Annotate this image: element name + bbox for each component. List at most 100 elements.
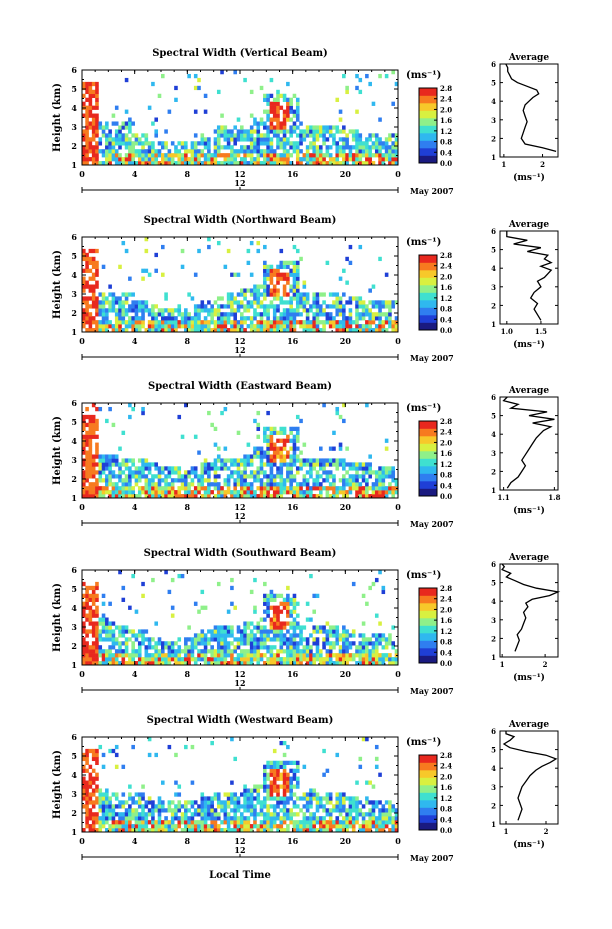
colorbar-swatch xyxy=(419,270,437,278)
heatmap-cell xyxy=(85,308,89,313)
heatmap-cell xyxy=(338,478,343,483)
heatmap-cell xyxy=(180,434,185,439)
heatmap-cell xyxy=(213,637,218,642)
heatmap-cell xyxy=(302,494,307,499)
heatmap-cell xyxy=(82,157,86,162)
heatmap-cell xyxy=(88,125,93,130)
heatmap-cell xyxy=(223,458,228,463)
heatmap-cell xyxy=(200,649,205,654)
heatmap-cell xyxy=(365,328,369,333)
heatmap-cell xyxy=(282,161,287,166)
heatmap-cell xyxy=(91,414,96,420)
heatmap-cell xyxy=(371,804,376,809)
heatmap-cell xyxy=(272,490,277,495)
heatmap-cell xyxy=(243,157,247,162)
heatmap-cell xyxy=(299,121,303,126)
heatmap-cell xyxy=(124,320,129,325)
heatmap-cell xyxy=(319,292,323,297)
heatmap-cell xyxy=(365,490,369,495)
heatmap-cell xyxy=(108,629,112,634)
heatmap-cell xyxy=(266,645,270,650)
heatmap-cell xyxy=(358,462,363,467)
heatmap-cell xyxy=(85,117,89,122)
heatmap-cell xyxy=(295,248,300,254)
heatmap-cell xyxy=(249,328,254,333)
heatmap-cell xyxy=(108,816,112,821)
heatmap-cell xyxy=(85,296,89,301)
heatmap-cell xyxy=(279,649,284,654)
heatmap-cell xyxy=(157,637,162,642)
heatmap-cell xyxy=(361,300,366,305)
heatmap-cell xyxy=(374,486,379,491)
heatmap-cell xyxy=(131,458,135,463)
heatmap-cell xyxy=(128,403,132,408)
heatmap-cell xyxy=(381,324,386,329)
heatmap-cell xyxy=(322,137,326,142)
heatmap-cell xyxy=(253,625,257,630)
heatmap-cell xyxy=(338,296,343,301)
heatmap-cell xyxy=(282,780,287,785)
heatmap-cell xyxy=(82,308,86,313)
heatmap-cell xyxy=(197,653,201,658)
heatmap-cell xyxy=(108,657,112,662)
heatmap-cell xyxy=(365,812,369,817)
heatmap-cell xyxy=(226,157,231,162)
heatmap-cell xyxy=(108,633,112,638)
heatmap-cell xyxy=(384,157,389,162)
heatmap-cell xyxy=(388,145,392,150)
heatmap-cell xyxy=(167,824,172,829)
heatmap-cell xyxy=(286,653,290,658)
heatmap-cell xyxy=(151,816,155,821)
heatmap-cell xyxy=(384,657,389,662)
heatmap-cell xyxy=(118,800,122,805)
heatmap-cell xyxy=(263,812,267,817)
avg-y-tick-label: 3 xyxy=(491,116,496,125)
heatmap-cell xyxy=(263,296,267,301)
heatmap-cell xyxy=(253,645,257,650)
heatmap-cell xyxy=(233,300,238,305)
heatmap-cell xyxy=(256,486,261,491)
heatmap-cell xyxy=(269,454,274,459)
heatmap-cell xyxy=(279,657,284,662)
heatmap-cell xyxy=(193,800,198,805)
heatmap-cell xyxy=(315,292,320,297)
heatmap-cell xyxy=(276,133,280,138)
heatmap-cell xyxy=(322,478,326,483)
heatmap-cell xyxy=(368,494,372,499)
heatmap-cell xyxy=(319,494,323,499)
heatmap-cell xyxy=(263,593,267,599)
heatmap-cell xyxy=(220,466,224,471)
avg-y-tick-label: 2 xyxy=(491,634,496,643)
heatmap-cell xyxy=(131,645,135,650)
heatmap-cell xyxy=(315,792,320,797)
heatmap-cell xyxy=(82,426,86,432)
heatmap-cell xyxy=(233,796,238,801)
heatmap-cell xyxy=(351,653,356,658)
heatmap-cell xyxy=(259,462,264,467)
heatmap-cell xyxy=(259,133,264,138)
heatmap-cell xyxy=(174,490,178,495)
heatmap-cell xyxy=(157,820,162,825)
heatmap-cell xyxy=(312,625,317,630)
colorbar-swatch xyxy=(419,307,437,316)
heatmap-cell xyxy=(118,316,122,321)
heatmap-cell xyxy=(207,474,211,479)
heatmap-cell xyxy=(312,482,317,487)
heatmap-cell xyxy=(266,312,270,317)
heatmap-cell xyxy=(105,141,109,146)
heatmap-cell xyxy=(256,621,261,626)
heatmap-cell xyxy=(220,800,224,805)
heatmap-cell xyxy=(276,296,280,301)
heatmap-cell xyxy=(332,430,336,435)
heatmap-cell xyxy=(335,304,340,309)
heatmap-cell xyxy=(319,661,323,666)
y-tick-label: 1 xyxy=(71,160,77,170)
heatmap-cell xyxy=(147,645,152,650)
heatmap-cell xyxy=(263,828,267,833)
heatmap-cell xyxy=(319,474,323,479)
heatmap-cell xyxy=(279,494,284,499)
heatmap-cell xyxy=(88,824,93,829)
heatmap-cell xyxy=(259,304,264,309)
heatmap-cell xyxy=(111,792,116,797)
heatmap-cell xyxy=(197,657,201,662)
